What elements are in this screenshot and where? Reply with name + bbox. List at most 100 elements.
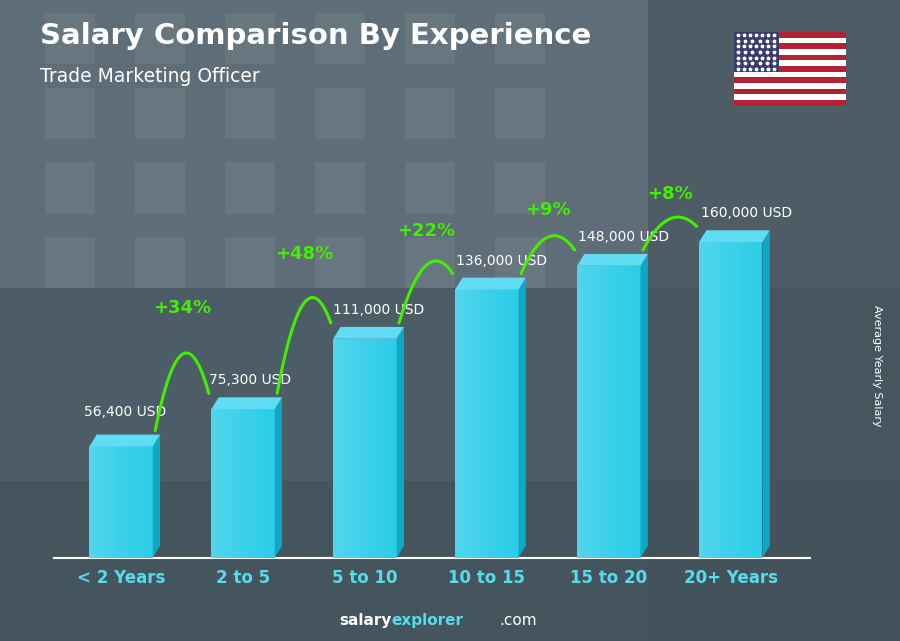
Bar xyxy=(128,446,131,558)
Bar xyxy=(114,446,119,558)
Bar xyxy=(594,266,598,558)
Text: explorer: explorer xyxy=(392,613,464,628)
Polygon shape xyxy=(89,435,160,446)
Text: .com: .com xyxy=(500,613,537,628)
Bar xyxy=(724,242,729,558)
Bar xyxy=(703,242,707,558)
Bar xyxy=(102,446,106,558)
Bar xyxy=(734,49,846,54)
Bar xyxy=(734,44,846,49)
Bar xyxy=(510,290,514,558)
Bar xyxy=(342,338,346,558)
Bar xyxy=(734,66,846,72)
Bar xyxy=(355,338,358,558)
Bar xyxy=(733,242,737,558)
Bar xyxy=(232,409,237,558)
Bar xyxy=(485,290,489,558)
Bar xyxy=(624,266,628,558)
Bar xyxy=(229,409,232,558)
Text: 136,000 USD: 136,000 USD xyxy=(456,254,547,268)
Polygon shape xyxy=(699,242,762,558)
Bar xyxy=(734,54,846,60)
Bar xyxy=(405,162,454,213)
Text: 75,300 USD: 75,300 USD xyxy=(209,374,291,387)
Bar xyxy=(271,409,274,558)
Text: 111,000 USD: 111,000 USD xyxy=(333,303,425,317)
Text: +9%: +9% xyxy=(525,201,571,219)
Polygon shape xyxy=(762,230,770,558)
Bar xyxy=(372,338,375,558)
Bar xyxy=(598,266,602,558)
Bar xyxy=(615,266,619,558)
Bar xyxy=(237,409,241,558)
Bar xyxy=(734,100,846,106)
Bar xyxy=(754,242,758,558)
Bar xyxy=(315,88,365,139)
Bar xyxy=(734,72,846,78)
Bar xyxy=(734,32,846,38)
Bar xyxy=(712,242,716,558)
Bar xyxy=(495,13,544,64)
Bar xyxy=(734,38,846,44)
Bar xyxy=(249,409,254,558)
Bar xyxy=(384,338,388,558)
Bar xyxy=(241,409,245,558)
Bar xyxy=(495,88,544,139)
Bar xyxy=(380,338,384,558)
Polygon shape xyxy=(153,435,160,558)
Bar xyxy=(136,446,140,558)
Bar xyxy=(0,0,900,288)
Bar xyxy=(131,446,136,558)
Bar xyxy=(758,242,762,558)
Bar xyxy=(586,266,590,558)
Bar xyxy=(611,266,615,558)
Bar xyxy=(245,409,249,558)
Bar xyxy=(405,88,454,139)
Bar xyxy=(367,338,372,558)
Bar xyxy=(225,162,274,213)
Bar xyxy=(212,409,215,558)
Bar xyxy=(607,266,611,558)
Polygon shape xyxy=(577,254,648,266)
Bar xyxy=(111,446,114,558)
Bar xyxy=(315,162,365,213)
Bar xyxy=(119,446,123,558)
Bar xyxy=(135,13,184,64)
Bar xyxy=(472,290,476,558)
Text: +8%: +8% xyxy=(647,185,693,203)
Bar xyxy=(501,290,506,558)
Bar xyxy=(590,266,594,558)
Bar xyxy=(225,88,274,139)
Text: +34%: +34% xyxy=(153,299,211,317)
Bar xyxy=(581,266,586,558)
Bar xyxy=(225,13,274,64)
Bar xyxy=(89,446,94,558)
Polygon shape xyxy=(274,397,282,558)
Bar xyxy=(720,242,724,558)
Bar xyxy=(346,338,350,558)
Bar xyxy=(734,78,846,83)
Bar xyxy=(98,446,102,558)
Bar xyxy=(602,266,607,558)
Bar xyxy=(392,338,397,558)
Bar xyxy=(0,288,900,481)
Text: salary: salary xyxy=(339,613,392,628)
Bar xyxy=(476,290,481,558)
Bar xyxy=(45,88,94,139)
Bar xyxy=(350,338,355,558)
Bar xyxy=(699,242,703,558)
Polygon shape xyxy=(455,278,526,290)
Bar xyxy=(734,83,846,88)
Bar xyxy=(619,266,624,558)
Text: +48%: +48% xyxy=(274,245,333,263)
Bar xyxy=(636,266,641,558)
Bar xyxy=(254,409,257,558)
Bar xyxy=(358,338,363,558)
Bar xyxy=(140,446,144,558)
Bar xyxy=(481,290,485,558)
Bar xyxy=(455,290,459,558)
Bar xyxy=(742,242,745,558)
Bar xyxy=(375,338,380,558)
Text: +22%: +22% xyxy=(397,222,455,240)
Bar xyxy=(489,290,493,558)
